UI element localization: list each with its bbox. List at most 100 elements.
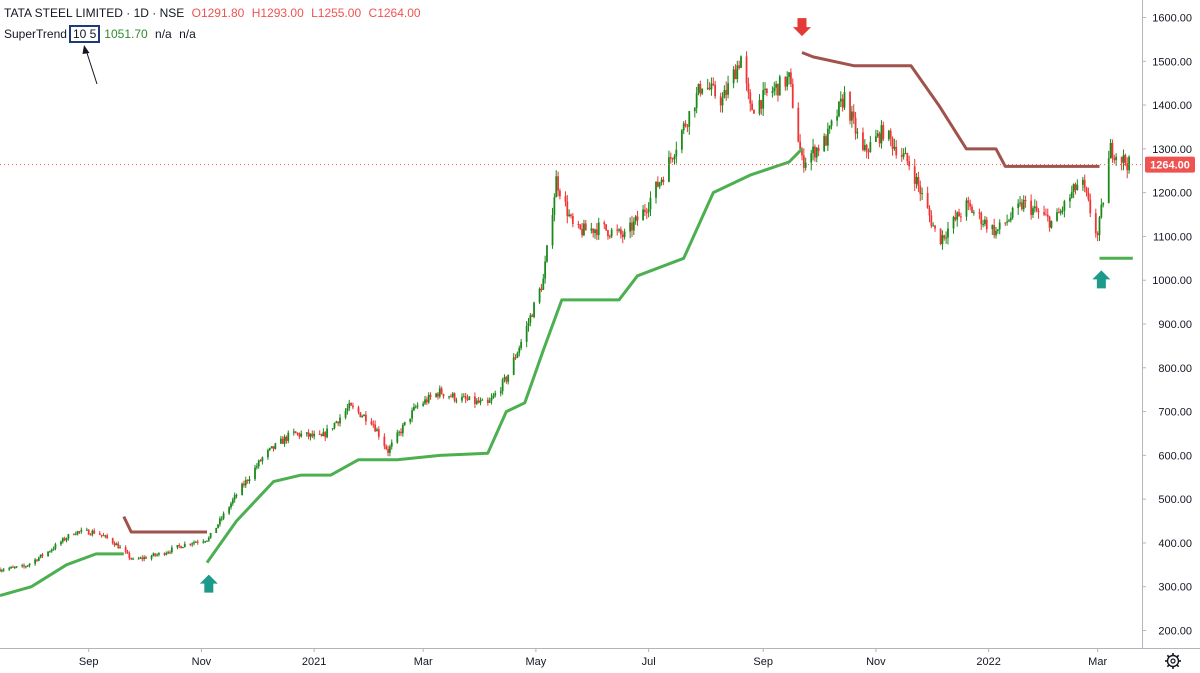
candle — [65, 537, 68, 543]
candle — [817, 144, 820, 157]
candle — [764, 82, 766, 95]
candle — [932, 222, 935, 227]
candle — [48, 550, 51, 553]
candle — [409, 418, 412, 425]
candle — [529, 312, 532, 327]
candle — [971, 204, 973, 214]
supertrend-lines — [0, 51, 1133, 597]
candle — [607, 229, 609, 240]
candle — [176, 544, 179, 550]
candle — [996, 229, 999, 234]
candle — [985, 216, 988, 233]
signal-markers — [199, 18, 1111, 593]
candle — [656, 176, 659, 188]
candle — [647, 202, 650, 218]
candle — [706, 78, 709, 91]
candle — [1072, 183, 1075, 199]
candle — [501, 377, 504, 395]
candle — [789, 68, 792, 88]
candle — [605, 224, 608, 232]
candle — [448, 395, 450, 400]
candle — [390, 439, 393, 450]
indicator-legend[interactable]: SuperTrend 10 5 1051.70 n/a n/a — [4, 25, 200, 43]
candle — [753, 109, 755, 114]
candle — [1056, 208, 1058, 222]
candle — [52, 546, 55, 551]
price-tick-label: 700.00 — [1158, 407, 1192, 419]
candle — [268, 447, 271, 452]
price-tick-label: 1300.00 — [1152, 144, 1192, 156]
candle — [1102, 202, 1105, 208]
candle — [875, 129, 877, 142]
candle — [468, 396, 471, 401]
candle — [74, 531, 77, 536]
candle — [629, 217, 632, 239]
candle — [1045, 208, 1047, 216]
last-price-badge — [1145, 156, 1195, 173]
candle — [398, 430, 401, 437]
candle — [150, 554, 153, 561]
candle — [995, 226, 997, 239]
candle — [102, 532, 105, 537]
candle — [778, 74, 781, 96]
candle — [867, 148, 870, 160]
candle — [507, 374, 510, 385]
candle — [128, 551, 131, 561]
candle — [67, 533, 70, 541]
candle — [533, 301, 535, 319]
candle — [734, 64, 737, 80]
candle — [830, 119, 833, 130]
candle — [124, 545, 127, 554]
candle — [749, 89, 752, 112]
candle — [359, 411, 362, 418]
low-label: L — [311, 6, 318, 20]
candle — [708, 82, 711, 91]
candle — [958, 208, 960, 217]
candle — [100, 534, 103, 538]
candle — [298, 432, 301, 440]
candle — [438, 385, 441, 399]
settings-gear-icon[interactable] — [1165, 653, 1181, 669]
candle — [287, 430, 290, 444]
candle — [1059, 208, 1062, 216]
candle — [183, 541, 186, 548]
candle — [571, 213, 574, 228]
candle — [967, 196, 970, 211]
close-label: C — [368, 6, 378, 20]
candle — [1109, 138, 1112, 159]
candle — [387, 445, 389, 457]
candle — [564, 191, 567, 207]
candle — [326, 424, 328, 439]
candle — [1120, 156, 1123, 171]
candle — [1030, 194, 1033, 220]
candle — [156, 553, 158, 557]
candle — [902, 148, 905, 160]
candle — [267, 448, 269, 460]
indicator-params: 10 5 — [68, 25, 101, 43]
candle — [462, 393, 465, 398]
candle — [1074, 182, 1077, 195]
candle — [1124, 153, 1127, 167]
candle — [921, 187, 924, 201]
candle — [429, 392, 432, 400]
candle — [455, 397, 458, 404]
open-label: O — [191, 6, 201, 20]
candle — [862, 127, 864, 152]
candle — [34, 558, 37, 566]
sell-arrow-icon — [792, 18, 811, 37]
time-axis[interactable]: Sep Nov 2021 Mar May Jul Sep Nov 2022 Mar — [0, 648, 1200, 669]
symbol-title[interactable]: TATA STEEL LIMITED · 1D · NSE — [4, 6, 185, 20]
candle — [636, 210, 639, 226]
candle — [403, 421, 406, 426]
candle — [8, 566, 11, 571]
candle — [1050, 220, 1053, 229]
candle — [300, 430, 303, 438]
time-tick-label: 2021 — [302, 656, 326, 668]
candle — [346, 403, 349, 415]
candle — [477, 396, 480, 404]
candle — [662, 176, 665, 186]
candle — [348, 399, 351, 411]
candle — [54, 542, 57, 551]
